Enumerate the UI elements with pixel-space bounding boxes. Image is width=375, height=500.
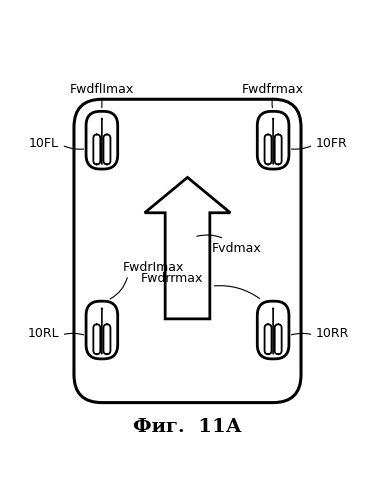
FancyBboxPatch shape (93, 134, 100, 164)
FancyBboxPatch shape (257, 112, 289, 169)
Text: Фиг.  11А: Фиг. 11А (133, 418, 242, 436)
Polygon shape (145, 178, 230, 319)
FancyBboxPatch shape (86, 112, 118, 169)
Text: FwdrImax: FwdrImax (122, 261, 184, 274)
FancyBboxPatch shape (104, 134, 110, 164)
Text: 10RR: 10RR (316, 327, 349, 340)
FancyBboxPatch shape (257, 301, 289, 359)
FancyBboxPatch shape (265, 134, 272, 164)
Text: Fvdmax: Fvdmax (197, 235, 261, 255)
Text: Fwdrrmax: Fwdrrmax (141, 272, 203, 285)
FancyBboxPatch shape (265, 324, 272, 354)
FancyBboxPatch shape (93, 324, 100, 354)
FancyBboxPatch shape (275, 324, 282, 354)
Text: 10RL: 10RL (27, 327, 59, 340)
Text: 10FL: 10FL (29, 138, 59, 150)
Text: Fwdfrmax: Fwdfrmax (242, 82, 304, 96)
FancyBboxPatch shape (104, 324, 110, 354)
Text: FwdflImax: FwdflImax (70, 82, 134, 96)
FancyBboxPatch shape (74, 99, 301, 402)
FancyBboxPatch shape (275, 134, 282, 164)
FancyBboxPatch shape (86, 301, 118, 359)
Text: 10FR: 10FR (316, 138, 348, 150)
